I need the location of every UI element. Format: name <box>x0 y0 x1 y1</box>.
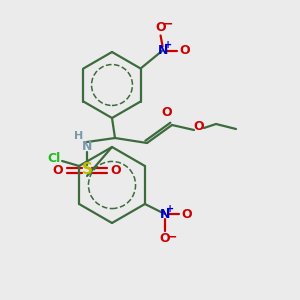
Text: N: N <box>82 140 92 152</box>
Text: O: O <box>162 106 172 119</box>
Text: O: O <box>160 232 170 245</box>
Text: +: + <box>164 40 172 50</box>
Text: O: O <box>53 164 63 176</box>
Text: N: N <box>158 44 168 57</box>
Text: −: − <box>167 230 177 244</box>
Text: Cl: Cl <box>47 152 61 166</box>
Text: O: O <box>179 44 190 57</box>
Text: O: O <box>194 121 204 134</box>
Text: H: H <box>74 131 84 141</box>
Text: S: S <box>82 163 92 178</box>
Text: N: N <box>160 208 170 220</box>
Text: O: O <box>155 21 166 34</box>
Text: −: − <box>162 18 173 31</box>
Text: +: + <box>166 204 174 214</box>
Text: O: O <box>111 164 121 176</box>
Text: O: O <box>182 208 192 220</box>
